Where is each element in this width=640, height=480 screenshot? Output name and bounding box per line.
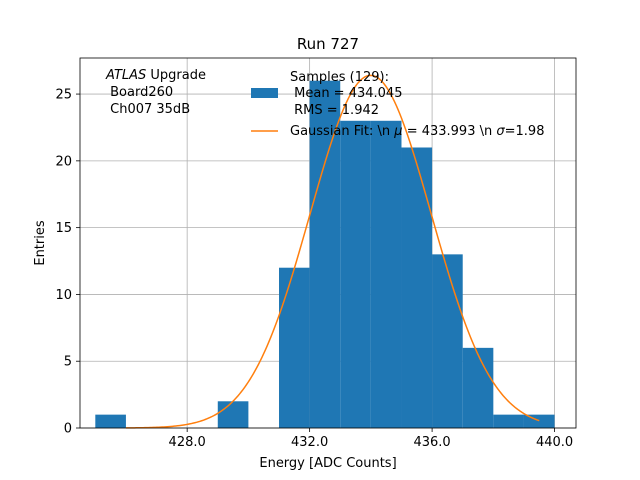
histogram-bar [309, 80, 341, 428]
legend-fit-mu: μ [393, 124, 402, 139]
histogram-bar [340, 120, 371, 428]
atlas-annotation-board: Board260 [106, 85, 173, 100]
chart-title: Run 727 [297, 35, 359, 53]
legend-histogram-line2: Mean = 434.045 [290, 86, 402, 101]
x-tick-label: 432.0 [291, 435, 328, 450]
histogram-bar [432, 254, 463, 428]
legend-fit-label: Gaussian Fit: \n μ = 433.993 \n σ=1.98 [290, 124, 544, 139]
y-tick-label: 10 [55, 288, 72, 303]
y-tick-label: 25 [55, 88, 72, 103]
x-axis: 428.0 432.0 436.0 440.0 [169, 428, 573, 450]
legend-fit-sigma: σ [496, 124, 505, 139]
legend-fit-prefix: Gaussian Fit: \n [290, 124, 394, 139]
legend-histogram-swatch [251, 88, 278, 98]
legend-histogram-line1: Samples (129): [290, 70, 389, 85]
atlas-annotation-line1: ATLAS Upgrade [105, 68, 206, 83]
x-tick-label: 428.0 [169, 435, 206, 450]
histogram-bar [95, 414, 126, 428]
histogram-bar [493, 414, 524, 428]
atlas-annotation-channel: Ch007 35dB [106, 102, 190, 117]
histogram-bar [279, 267, 310, 428]
legend-fit-middle: = 433.993 \n [403, 124, 497, 139]
y-tick-label: 5 [64, 355, 72, 370]
histogram-bar [401, 147, 433, 429]
x-tick-label: 436.0 [413, 435, 450, 450]
plot-frame [79, 57, 577, 429]
atlas-upgrade-text: Upgrade [146, 68, 206, 83]
y-axis-label: Entries [33, 220, 48, 266]
x-tick-label: 440.0 [536, 435, 573, 450]
plot-area [79, 57, 577, 429]
y-tick-label: 0 [64, 422, 72, 437]
atlas-italic-text: ATLAS [105, 68, 146, 83]
y-tick-label: 20 [55, 154, 72, 169]
x-axis-label: Energy [ADC Counts] [259, 456, 396, 471]
histogram-bar [462, 347, 494, 428]
y-axis: 0 5 10 15 20 25 [55, 88, 80, 437]
legend-histogram-line3: RMS = 1.942 [290, 103, 379, 118]
y-tick-label: 15 [55, 221, 72, 236]
gaussian-fit-curve [125, 74, 540, 429]
histogram-bars [95, 80, 555, 429]
histogram-bar [217, 401, 249, 428]
atlas-annotation: ATLAS Upgrade Board260 Ch007 35dB [105, 68, 206, 117]
legend-fit-suffix: =1.98 [505, 124, 545, 139]
legend: Samples (129): Mean = 434.045 RMS = 1.94… [251, 70, 544, 139]
histogram-bar [370, 120, 402, 428]
